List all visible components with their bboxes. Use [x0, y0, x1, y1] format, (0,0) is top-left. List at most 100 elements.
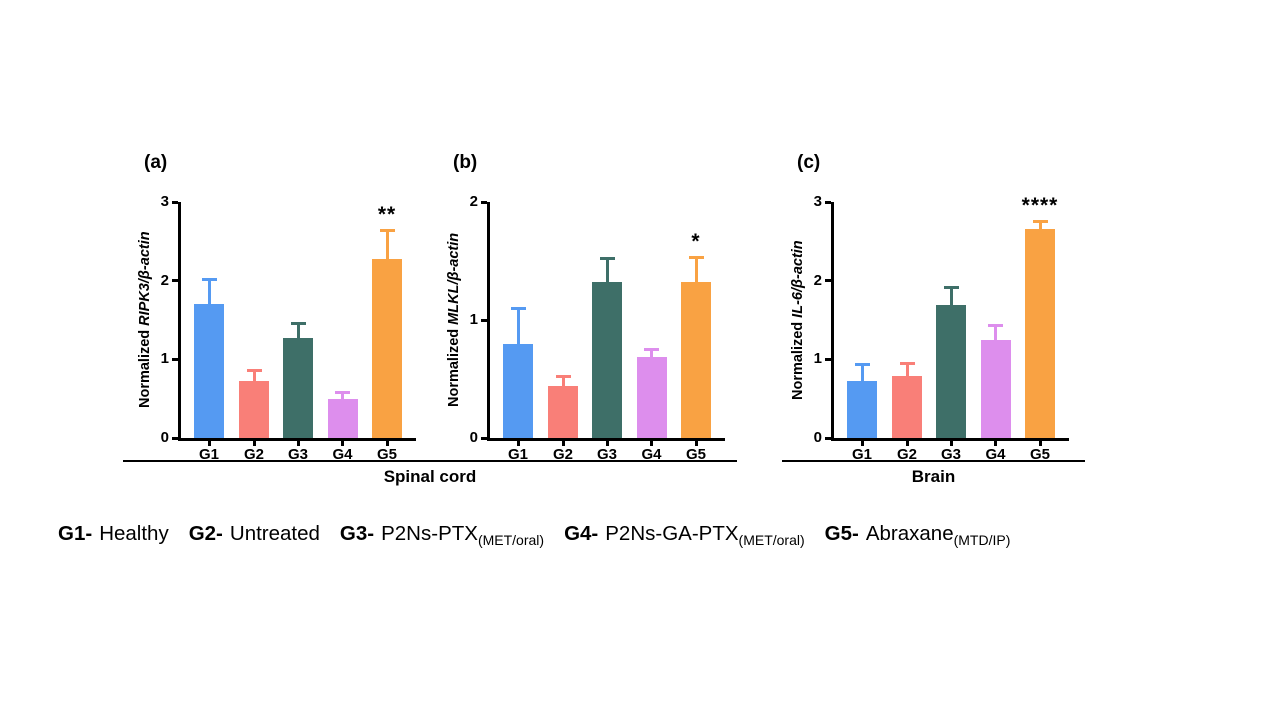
legend-group-subscript: (MET/oral) [477, 532, 545, 548]
x-axis-category-label: G4 [985, 446, 1006, 463]
error-bar-cap [854, 363, 870, 367]
group-label-spinal-cord: Spinal cord [383, 467, 477, 486]
y-axis-tick [481, 200, 487, 204]
y-axis-tick-label: 1 [813, 350, 822, 368]
x-axis-tick [516, 441, 520, 446]
y-axis-tick [172, 436, 178, 440]
x-axis-tick [385, 441, 389, 446]
x-axis-tick [341, 441, 344, 446]
panel-letter-c: (c) [797, 152, 821, 173]
y-axis-tick-label: 0 [469, 429, 478, 446]
y-axis-tick [825, 436, 831, 440]
error-bar-line [949, 286, 953, 306]
y-axis-tick-label: 2 [160, 271, 169, 289]
legend-group-name: P2Ns-GA-PTX [605, 522, 739, 545]
error-bar-line [296, 321, 300, 339]
bar-g2 [239, 381, 269, 438]
x-axis-category-label: G3 [940, 446, 961, 463]
legend-item-g2: G2- Untreated [189, 522, 320, 548]
error-bar-cap [988, 323, 1003, 327]
error-bar-cap [943, 286, 959, 290]
legend-group-name: Abraxane [865, 522, 954, 545]
panel-letter-a: (a) [144, 152, 168, 173]
chart-panel-c: (c) Normalized IL-6/β-actin 0 1 2 3 G1 G2 G3 G4… [783, 150, 1093, 490]
y-axis-title-prefix: Normalized [446, 324, 462, 408]
legend-group-code: G2- [188, 522, 223, 545]
bar-g4 [636, 356, 667, 438]
plot-area-c: 0 1 2 3 G1 G2 G3 G4 G5 **** [814, 193, 1069, 463]
error-bar-line [905, 361, 909, 376]
error-bar-cap [688, 256, 704, 260]
error-bar-cap [379, 228, 395, 232]
legend-item-g1: G1- Healthy [58, 522, 169, 548]
x-axis-category-label: G5 [685, 446, 706, 463]
error-bar-cap [290, 321, 306, 325]
error-bar-line [605, 257, 609, 283]
brain-group-rule [782, 460, 1085, 462]
y-axis-tick [172, 357, 178, 361]
legend-group-code: G1- [58, 522, 93, 545]
y-axis-tick-label: 1 [469, 311, 478, 328]
y-axis-tick-label: 1 [160, 350, 169, 368]
error-bar-line [650, 348, 653, 357]
legend-item-g3: G3- P2Ns-PTX(MET/oral) [340, 522, 544, 548]
plot-area-b: 0 1 2 G1 G2 G3 G4 G5 * [470, 193, 725, 463]
x-axis-category-label: G1 [507, 446, 528, 463]
y-axis-tick [825, 357, 831, 361]
legend-group-code: G4- [564, 522, 599, 545]
y-axis-tick [172, 200, 178, 204]
spinal-cord-group-rule [123, 460, 737, 462]
y-axis-tick-label: 3 [813, 193, 822, 210]
x-axis-category-label: G2 [896, 446, 917, 463]
x-axis-category-label: G4 [332, 446, 353, 463]
error-bar-line [561, 375, 565, 387]
x-axis-tick [296, 441, 300, 446]
bar-g1 [194, 304, 224, 438]
x-axis-tick [905, 441, 909, 446]
significance-marker: * [691, 230, 701, 254]
bar-g5 [372, 259, 402, 438]
error-bar-line [860, 363, 864, 381]
error-bar-cap [599, 257, 615, 261]
error-bar-cap [1032, 220, 1048, 224]
error-bar-cap [644, 348, 659, 352]
x-axis-category-label: G3 [596, 446, 617, 463]
legend-group-name: Healthy [99, 522, 169, 545]
bar-g1 [503, 343, 533, 438]
x-axis-category-label: G5 [1029, 446, 1050, 463]
bar-g3 [283, 338, 313, 438]
y-axis-title-a: Normalized RIPK3/β-actin [132, 202, 158, 438]
legend-group-code: G5- [824, 522, 859, 545]
chart-panel-b: (b) Normalized MLKL/β-actin 0 1 2 G1 G2 G3 G4 G… [439, 150, 749, 490]
error-bar-cap [510, 307, 526, 311]
error-bar-cap [555, 375, 571, 379]
error-bar-line [1038, 220, 1042, 229]
bar-g2 [892, 375, 922, 438]
legend-group-subscript: (MET/oral) [738, 532, 805, 548]
error-bar-line [207, 277, 211, 305]
bar-g2 [548, 386, 578, 438]
group-legend: G1- Healthy G2- Untreated G3- P2Ns-PTX(MET/or… [58, 522, 1010, 548]
error-bar-line [385, 228, 389, 260]
x-axis-tick [252, 441, 256, 446]
x-axis-tick [605, 441, 609, 446]
y-axis-title-c: Normalized IL-6/β-actin [785, 202, 811, 438]
y-axis-tick [825, 200, 831, 204]
x-axis-category-label: G2 [552, 446, 573, 463]
bar-g3 [592, 282, 622, 438]
bar-g5 [1025, 228, 1055, 438]
error-bar-cap [246, 368, 262, 372]
legend-item-g5: G5- Abraxane(MTD/IP) [825, 522, 1011, 548]
y-axis-tick-label: 0 [160, 429, 169, 446]
y-axis-tick-label: 2 [813, 271, 822, 289]
bar-g5 [681, 282, 711, 438]
bar-g4 [980, 339, 1011, 438]
x-axis-category-label: G4 [641, 446, 662, 463]
error-bar-line [341, 390, 344, 399]
significance-marker: ** [377, 202, 397, 226]
y-axis-tick-label: 2 [469, 193, 478, 210]
y-axis-tick [172, 279, 178, 283]
legend-group-subscript: (MTD/IP) [953, 532, 1011, 548]
legend-item-g4: G4- P2Ns-GA-PTX(MET/oral) [564, 522, 805, 548]
